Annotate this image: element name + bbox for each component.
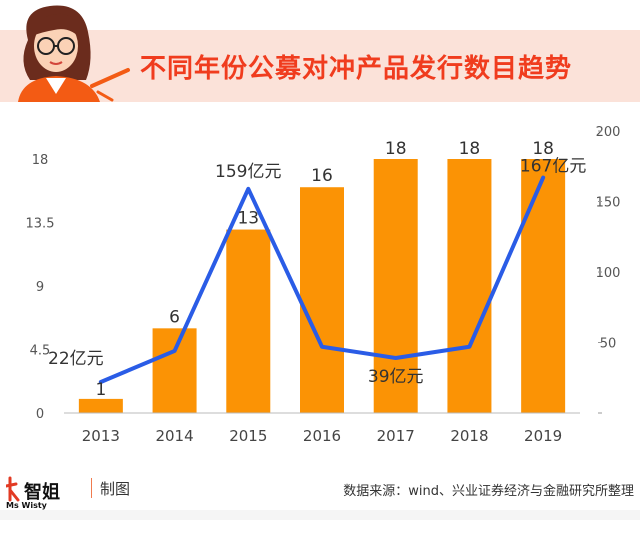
series-line	[98, 175, 546, 384]
x-tick-label: 2013	[82, 427, 120, 445]
left-tick-label: 13.5	[26, 217, 55, 232]
bar-value-label: 13	[237, 209, 259, 229]
bar	[78, 398, 123, 413]
bar	[447, 159, 492, 413]
bar-series	[78, 159, 566, 413]
bar	[152, 328, 197, 413]
right-tick-label: 150	[596, 196, 621, 211]
left-tick-label: 9	[36, 280, 44, 295]
right-tick-label: 100	[596, 266, 621, 281]
bar	[226, 229, 271, 413]
line-value-label: 167亿元	[520, 157, 586, 177]
line-value-label: 39亿元	[368, 367, 424, 387]
title-banner	[0, 30, 640, 102]
left-y-axis: 0 4.5 9 13.5 18	[26, 153, 55, 422]
footer-bar	[0, 510, 640, 520]
cartoon-woman-avatar	[18, 5, 130, 102]
right-y-axis: 50 100 150 200	[596, 125, 621, 414]
bar-value-label: 6	[169, 307, 180, 327]
maker-label: 制图	[100, 480, 131, 498]
bar	[300, 187, 344, 413]
bar-value-label: 1	[95, 380, 106, 400]
right-tick-label: 50	[600, 337, 617, 352]
bar	[373, 159, 418, 413]
left-tick-label: 0	[36, 407, 44, 422]
x-tick-label: 2014	[155, 427, 193, 445]
line-series	[98, 175, 546, 384]
footer-divider	[91, 478, 92, 498]
brand-logo: 智姐 Ms Wisty	[6, 476, 60, 510]
bar-value-label: 18	[532, 139, 554, 159]
x-tick-label: 2015	[229, 427, 267, 445]
chart-title: 不同年份公募对冲产品发行数目趋势	[140, 54, 573, 84]
x-axis: 2013 2014 2015 2016 2017 2018 2019	[64, 412, 580, 445]
brand-cn-text: 智姐	[24, 481, 60, 503]
x-tick-label: 2017	[377, 427, 415, 445]
x-tick-label: 2016	[303, 427, 341, 445]
line-value-label: 22亿元	[48, 349, 104, 369]
bar-value-label: 18	[385, 139, 407, 159]
source-label: 数据来源：wind、兴业证券经济与金融研究所整理	[343, 484, 634, 499]
right-tick-label: 200	[596, 125, 621, 140]
left-tick-label: 18	[32, 153, 49, 168]
line-value-label: 159亿元	[215, 162, 281, 182]
x-tick-label: 2019	[524, 427, 562, 445]
bar-value-label: 16	[311, 166, 333, 186]
brand-en-text: Ms Wisty	[6, 501, 48, 510]
left-tick-label: 4.5	[30, 344, 51, 359]
bar-value-label: 18	[459, 139, 481, 159]
bar	[521, 159, 566, 413]
x-tick-label: 2018	[450, 427, 488, 445]
